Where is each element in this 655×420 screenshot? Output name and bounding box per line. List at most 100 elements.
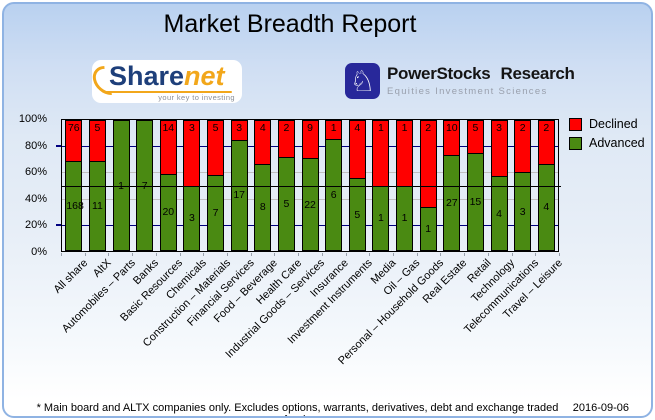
declined-value-label: 2 xyxy=(283,122,290,134)
segment-declined: 1 xyxy=(396,120,414,186)
x-label: Technology xyxy=(469,257,518,305)
segment-advanced: 8 xyxy=(254,163,272,251)
declined-value-label: 3 xyxy=(236,122,243,134)
y-tick-label-60: 60% xyxy=(24,166,47,179)
declined-value-label: 4 xyxy=(354,122,361,134)
declined-value-label: 4 xyxy=(259,122,266,134)
declined-value-label: 9 xyxy=(307,122,313,134)
declined-value-label: 1 xyxy=(401,122,408,134)
sharenet-word-net: net xyxy=(184,61,225,91)
powerstocks-tagline: Equities Investment Sciences xyxy=(387,86,548,97)
advanced-value-label: 17 xyxy=(233,189,246,202)
segment-advanced: 7 xyxy=(207,174,225,251)
declined-value-label: 3 xyxy=(496,122,502,134)
x-axis-tick xyxy=(61,253,62,256)
advanced-value-label: 4 xyxy=(543,201,550,214)
x-axis-tick xyxy=(464,253,466,256)
advanced-value-label: 27 xyxy=(445,197,458,210)
x-label: Retail xyxy=(465,257,494,286)
x-axis-tick xyxy=(155,253,157,256)
segment-advanced: 3 xyxy=(183,185,201,251)
advanced-value-label: 3 xyxy=(189,212,195,225)
segment-declined: 14 xyxy=(159,120,177,174)
advanced-value-label: 7 xyxy=(212,206,219,219)
segment-declined: 2 xyxy=(419,120,437,208)
advanced-value-label: 5 xyxy=(354,208,361,221)
legend-item-declined: Declined xyxy=(569,117,645,131)
segment-declined: 5 xyxy=(207,120,225,175)
y-axis-tick-80 xyxy=(56,144,61,147)
x-label: Chemicals xyxy=(164,257,209,302)
report-date: 2016-09-06 xyxy=(572,402,629,414)
segment-declined: 4 xyxy=(348,120,366,179)
advanced-value-label: 4 xyxy=(496,207,502,220)
advanced-value-label: 1 xyxy=(425,223,432,236)
segment-declined: 3 xyxy=(490,120,508,177)
fifty-percent-reference-line xyxy=(61,185,561,187)
advanced-value-label: 11 xyxy=(91,199,103,212)
declined-value-label: 10 xyxy=(445,122,458,134)
declined-value-label: 3 xyxy=(189,122,195,134)
stacked-bar: 5 11 xyxy=(88,120,106,251)
chart-legend: Declined Advanced xyxy=(569,117,645,155)
segment-advanced: 20 xyxy=(159,173,177,251)
x-label: Real Estate xyxy=(421,257,470,306)
x-label: Investment Instruments xyxy=(285,257,375,347)
bar-column: 3 17 xyxy=(227,120,251,251)
sharenet-underline xyxy=(104,90,232,93)
segment-advanced: 15 xyxy=(466,152,484,251)
advanced-value-label: 5 xyxy=(283,198,290,211)
y-tick-label-80: 80% xyxy=(24,139,47,152)
x-axis-tick xyxy=(250,253,252,256)
declined-value-label: 1 xyxy=(330,122,337,134)
x-label: Industrial Goods – Services xyxy=(223,257,328,361)
declined-value-label: 76 xyxy=(67,122,80,134)
y-tick-label-0: 0% xyxy=(31,246,47,258)
x-label: All share xyxy=(51,257,91,296)
bar-column: 5 11 xyxy=(86,120,110,251)
x-axis-tick xyxy=(511,253,513,256)
x-axis-tick xyxy=(535,253,537,256)
segment-declined: 2 xyxy=(277,120,295,158)
x-label: Media xyxy=(368,257,399,287)
x-label: Basic Resources xyxy=(118,257,186,324)
powerstocks-word2: Research xyxy=(500,64,575,83)
x-label: Financial Services xyxy=(184,257,257,329)
declined-value-label: 2 xyxy=(519,122,526,134)
segment-advanced: 1 xyxy=(396,185,414,251)
x-axis-tick xyxy=(369,253,371,256)
advanced-swatch-icon xyxy=(569,136,582,150)
segment-declined: 9 xyxy=(301,120,319,159)
x-label: AltX xyxy=(91,257,115,280)
x-axis-tick xyxy=(84,253,86,256)
declined-value-label: 2 xyxy=(543,122,550,134)
footnote: * Main board and ALTX companies only. Ex… xyxy=(36,402,559,416)
x-label: Automobiles – Parts xyxy=(59,257,138,336)
x-axis-tick xyxy=(345,253,347,256)
declined-swatch-icon xyxy=(569,117,582,131)
advanced-value-label: 6 xyxy=(330,188,337,201)
y-axis-tick-20 xyxy=(56,224,61,227)
segment-advanced: 5 xyxy=(348,178,366,251)
declined-value-label: 5 xyxy=(94,122,101,134)
x-axis-tick xyxy=(203,253,205,256)
x-label: Personal – Household Goods xyxy=(335,257,447,368)
x-label: Travel – Leisure xyxy=(500,257,565,321)
advanced-value-label: 1 xyxy=(378,212,384,225)
sharenet-tagline: your key to investing xyxy=(158,93,235,102)
stacked-bar: 76 168 xyxy=(65,120,84,251)
bar-column: 76 168 xyxy=(62,120,86,251)
powerstocks-knight-icon: ♘ xyxy=(345,63,380,99)
x-label: Construction – Materials xyxy=(140,257,233,350)
